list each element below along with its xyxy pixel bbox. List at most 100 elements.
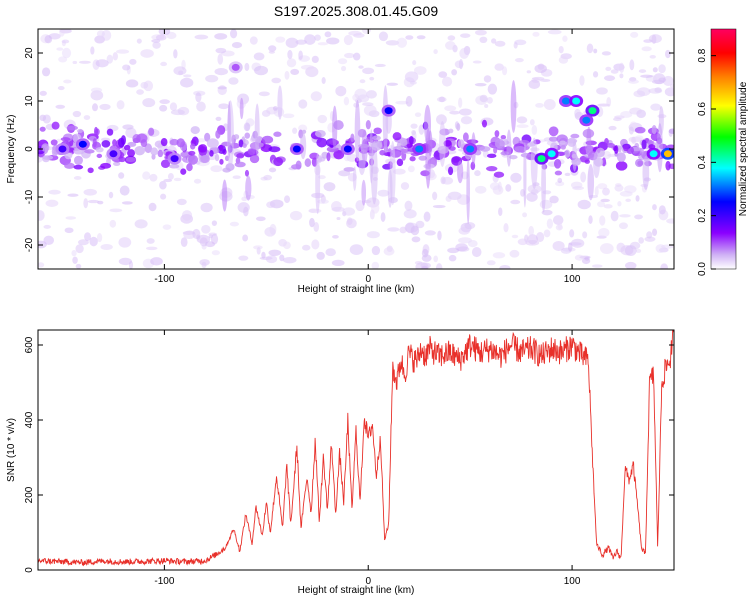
spectrogram-feature <box>78 140 87 148</box>
spectrogram-feature <box>231 63 240 71</box>
spectrogram-speckle <box>292 127 298 134</box>
spectrogram-speckle <box>669 83 674 88</box>
spectrogram-speckle <box>630 31 639 38</box>
spectrogram-feature <box>58 145 67 153</box>
spectrogram-speckle <box>526 192 538 202</box>
spectrogram-speckle <box>552 240 565 251</box>
spectrogram-speckle <box>655 244 666 253</box>
spectrogram-streak <box>586 126 592 154</box>
spectrogram-speckle <box>603 204 613 209</box>
spectrogram-band-blob <box>614 145 619 154</box>
spectrogram-speckle <box>136 89 144 95</box>
spectrogram-speckle <box>242 234 249 242</box>
spectrogram-band-blob <box>604 138 609 146</box>
spectrogram-speckle <box>594 186 599 197</box>
spectrogram-band-blob <box>494 138 505 149</box>
spectrogram-streak <box>466 157 470 224</box>
colorbar-ticks: 0.0 0.2 0.4 0.6 0.8 <box>697 48 716 276</box>
spectrogram-speckle <box>393 168 406 175</box>
spectrogram-speckle <box>649 54 656 59</box>
spectrogram-speckle <box>61 39 70 44</box>
spectrogram-speckle <box>342 207 356 216</box>
spectrogram-speckle <box>658 205 666 215</box>
spectrogram-speckle <box>597 183 608 190</box>
spectrogram-speckle <box>599 215 606 226</box>
spectrogram-streak <box>506 129 512 167</box>
spectrogram-speckle <box>298 99 308 109</box>
spectrogram-speckle <box>362 67 375 75</box>
spectrogram-speckle <box>458 227 470 235</box>
spectrogram-x-ticks: -100 0 100 <box>154 29 581 285</box>
spectrogram-speckle <box>378 31 389 42</box>
spectrogram-speckle <box>142 98 156 108</box>
spectrogram-speckle <box>266 201 276 209</box>
colorbar-tick-label: 0.0 <box>697 262 708 276</box>
spectrogram-band-blob <box>42 155 54 160</box>
spectrogram-speckle <box>646 231 653 239</box>
spectrogram-speckle <box>73 176 82 180</box>
spectrogram-speckle <box>316 251 325 260</box>
spectrogram-streak <box>530 137 538 190</box>
spectrogram-band-blob <box>39 126 46 132</box>
spectrogram-speckle <box>475 29 487 36</box>
spectrogram-speckle <box>214 68 229 76</box>
spectrogram-band-blob <box>127 149 136 158</box>
spectrogram-speckle <box>651 34 657 45</box>
spectrogram-speckle <box>163 178 173 183</box>
snr-line-group <box>38 330 674 567</box>
spectrogram-streak <box>587 164 595 201</box>
spectrogram-speckle <box>432 191 438 201</box>
spectrogram-band-blob <box>150 147 158 156</box>
snr-y-tick-label: 0 <box>24 567 35 573</box>
spectrogram-speckle <box>201 224 211 234</box>
spectrogram-speckle <box>511 234 519 239</box>
spectrogram-speckle <box>625 198 631 202</box>
spectrogram-speckle <box>644 236 656 242</box>
spectrogram-speckle <box>640 74 653 78</box>
spectrogram-speckle <box>435 263 443 269</box>
spectrogram-x-tick-label: 100 <box>564 274 581 285</box>
spectrogram-streak <box>227 100 231 159</box>
spectrogram-streak <box>424 104 432 145</box>
spectrogram-band-blob <box>399 148 410 153</box>
spectrogram-band-blob <box>218 144 224 151</box>
spectrogram-speckle <box>596 87 608 95</box>
spectrogram-band-blob <box>616 152 626 163</box>
spectrogram-speckle <box>167 173 174 180</box>
spectrogram-speckle <box>336 216 341 221</box>
spectrogram-speckle <box>460 33 471 38</box>
spectrogram-speckle <box>150 257 163 266</box>
spectrogram-speckle <box>268 50 275 54</box>
spectrogram-speckle <box>513 42 518 49</box>
spectrogram-speckle <box>652 228 658 236</box>
spectrogram-band-blob <box>66 125 78 131</box>
spectrogram-speckle <box>638 69 647 73</box>
spectrogram-band-blob <box>117 137 125 148</box>
spectrogram-band-blob <box>214 153 220 162</box>
spectrogram-speckle <box>448 254 457 262</box>
spectrogram-speckle <box>362 102 374 107</box>
spectrogram-speckle <box>205 74 219 83</box>
spectrogram-speckle <box>318 175 326 180</box>
spectrogram-speckle <box>543 98 556 110</box>
spectrogram-speckle <box>371 245 381 256</box>
spectrogram-band-blob <box>554 170 563 176</box>
spectrogram-speckle <box>313 221 320 232</box>
snr-plot-area <box>38 330 674 570</box>
spectrogram-speckle <box>173 66 187 76</box>
spectrogram-band-blob <box>244 132 251 139</box>
spectrogram-speckle <box>486 260 496 266</box>
spectrogram-speckle <box>444 105 457 112</box>
spectrogram-speckle <box>371 261 380 269</box>
snr-y-tick-label: 400 <box>24 411 35 428</box>
snr-y-tick-label: 200 <box>24 486 35 503</box>
spectrogram-speckle <box>483 75 492 83</box>
spectrogram-band-blob <box>249 154 260 164</box>
spectrogram-band-blob <box>188 154 199 165</box>
spectrogram-speckle <box>486 96 493 104</box>
spectrogram-speckle <box>555 181 565 187</box>
spectrogram-speckle <box>290 68 300 75</box>
spectrogram-band-blob <box>238 139 244 148</box>
spectrogram-speckle <box>567 242 573 252</box>
spectrogram-speckle <box>517 238 528 246</box>
